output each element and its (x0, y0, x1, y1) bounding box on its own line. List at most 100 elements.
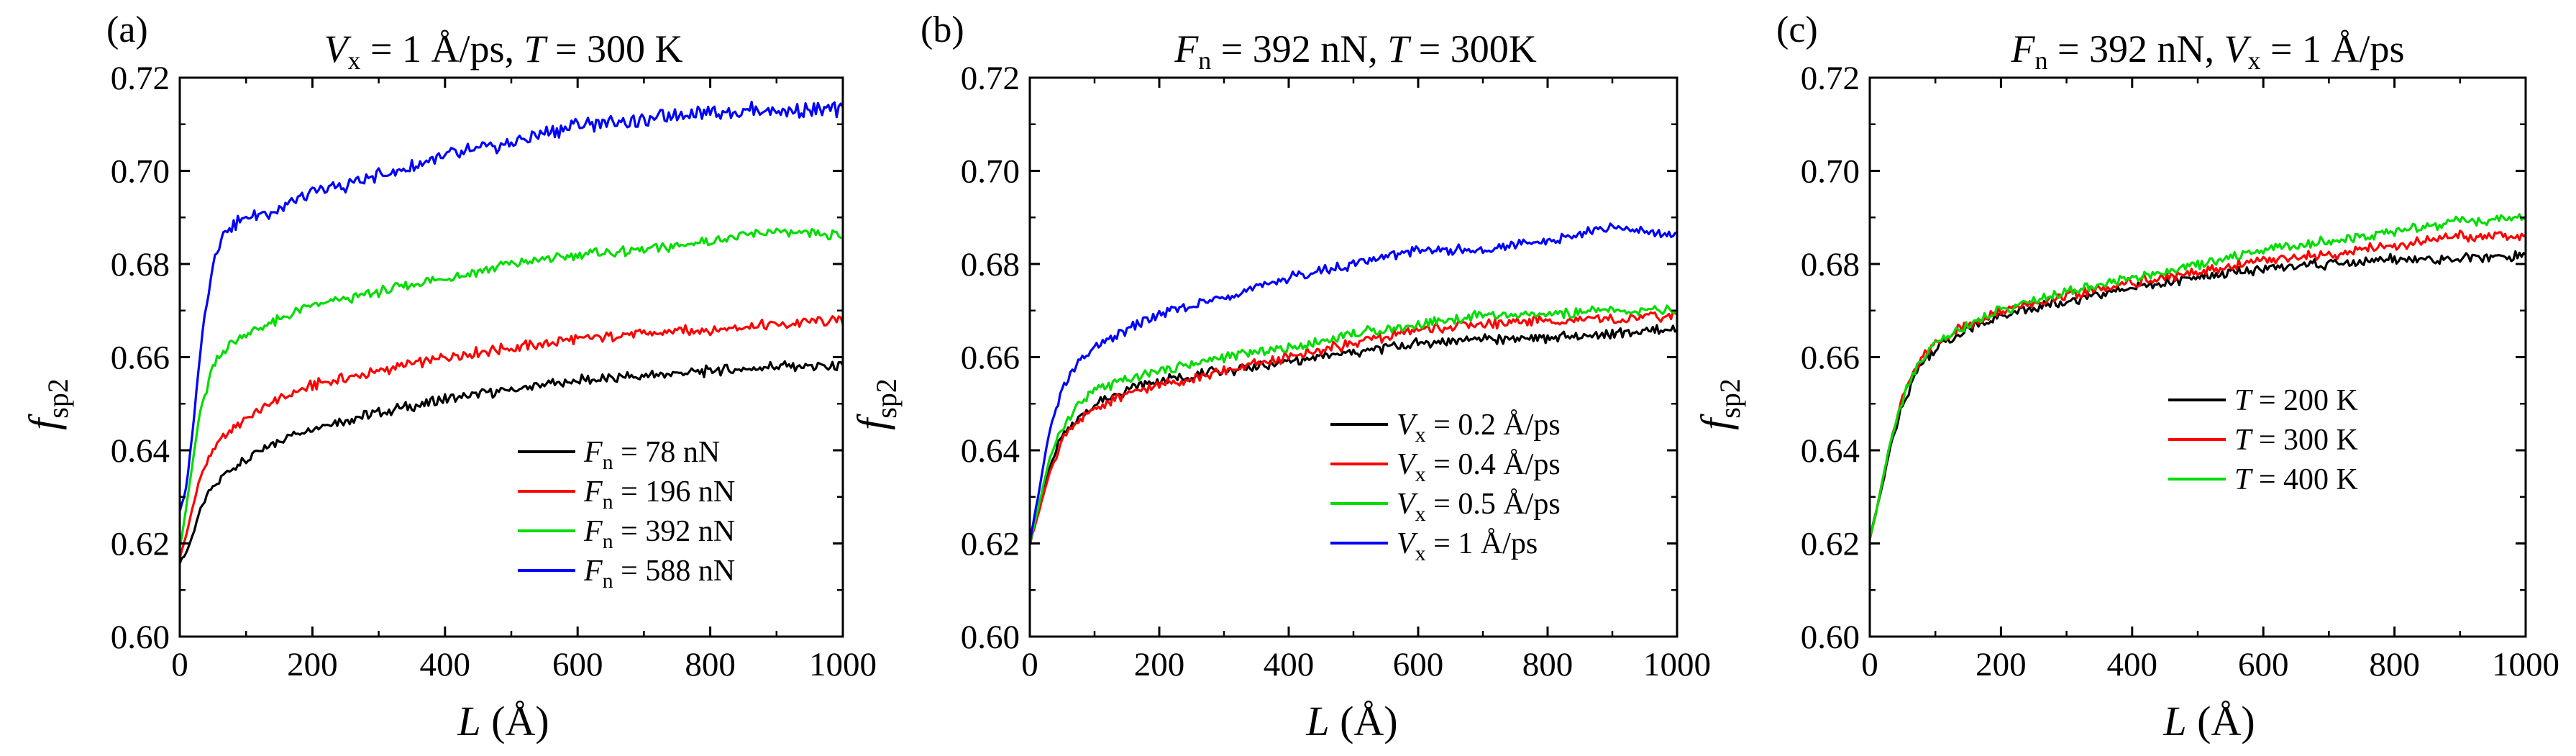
panel-a-title-var2: T (524, 27, 548, 70)
panel-c-title-var1-sub: n (2035, 46, 2048, 75)
panel-c-y-tick-label: 0.68 (1801, 246, 1860, 283)
panel-a-x-tick-label: 600 (552, 646, 603, 683)
panel-a-xlabel-main: L (457, 698, 480, 744)
panel-c-x-tick-label: 400 (2107, 646, 2158, 683)
panel-c-x-axis-label: L (Å) (2162, 698, 2255, 744)
panel-b-x-tick-label: 0 (1021, 646, 1038, 683)
panel-a-x-tick-label: 200 (287, 646, 338, 683)
panel-b-x-tick-label: 200 (1134, 646, 1185, 683)
panel-c-title-var1: F (2011, 27, 2036, 70)
panel-b-legend-label-1: Vx = 0.2 Å/ps (1397, 409, 1561, 447)
panel-b-series-4-line (1028, 222, 1678, 544)
panel-c-series-1-line (1868, 250, 2527, 540)
panel-a-title-part1: = 1 Å/ps, (361, 27, 524, 70)
panel-c-y-tick-label: 0.70 (1801, 153, 1860, 191)
panel-c-title: Fn = 392 nN, Vx = 1 Å/ps (2011, 27, 2405, 75)
panel-c-y-tick-label: 0.62 (1801, 526, 1860, 563)
panel-a-y-tick-label: 0.66 (111, 340, 170, 377)
panel-a-x-tick-label: 800 (685, 646, 736, 683)
panel-c-label: (c) (1776, 9, 1818, 50)
panel-a-y-tick-label: 0.64 (111, 432, 170, 470)
panel-c-ylabel-sub: sp2 (1714, 378, 1746, 419)
panel-b-axes-frame (1028, 76, 1678, 638)
panel-a-legend-label-3: Fn = 392 nN (583, 515, 735, 553)
panel-a-series-2-line (178, 315, 844, 559)
panel-c-title-part1: = 392 nN, (2048, 27, 2224, 70)
panel-c-y-tick-label: 0.66 (1801, 340, 1860, 377)
panel-c-title-var2-sub: x (2247, 46, 2260, 75)
panel-c-y-tick-label: 0.64 (1801, 432, 1860, 470)
panel-a-title-var1: V (324, 27, 352, 70)
panel-a-title-part2: = 300 K (546, 27, 683, 70)
panel-c-x-tick-label: 800 (2369, 646, 2420, 683)
panel-b-series-1-line (1028, 324, 1678, 545)
panel-b-y-tick-label: 0.72 (961, 60, 1020, 97)
panel-c-x-tick-label: 1000 (2492, 646, 2559, 683)
panel-a-x-tick-label: 400 (420, 646, 471, 683)
panel-c-title-var2: V (2224, 27, 2252, 70)
panel-a-series-4-line (178, 101, 844, 512)
panel-a-plot-area: 0 200 400 600 800 1000 0.60 0.62 0.64 0.66 0.68 0.7… (111, 60, 877, 683)
panel-b: (b) Fn = 392 nN, T = 300K fsp2 L (Å) 0 20… (849, 9, 1711, 744)
panel-a-series-3-line (178, 227, 844, 550)
panel-b-y-tick-label: 0.60 (961, 619, 1020, 656)
panel-b-xlabel-main: L (1305, 698, 1329, 744)
panel-c-y-tick-label: 0.60 (1801, 619, 1860, 656)
panel-b-series-3-line (1028, 304, 1678, 543)
panel-a-y-tick-label: 0.70 (111, 153, 170, 191)
panel-a-ylabel-sub: sp2 (42, 378, 74, 419)
panel-a-y-tick-label: 0.72 (111, 60, 170, 97)
panel-b-xlabel-rest: (Å) (1330, 698, 1398, 744)
panel-c-series-3-line (1868, 213, 2527, 538)
panel-a-xlabel-rest: (Å) (481, 698, 549, 744)
panel-a-y-tick-label: 0.68 (111, 246, 170, 283)
panel-c-x-tick-label: 600 (2238, 646, 2289, 683)
panel-b-x-axis-label: L (Å) (1305, 698, 1397, 744)
panel-b-title: Fn = 392 nN, T = 300K (1174, 27, 1536, 75)
panel-b-plot-area: 0 200 400 600 800 1000 0.60 0.62 0.64 0.66 0.68 0.7… (961, 60, 1711, 683)
panel-b-title-var2: T (1387, 27, 1412, 70)
panel-a-legend-label-4: Fn = 588 nN (583, 555, 735, 593)
panel-b-title-var1: F (1174, 27, 1199, 70)
panel-b-title-var1-sub: n (1198, 46, 1211, 75)
panel-b-title-part1: = 392 nN, (1211, 27, 1387, 70)
panel-a-legend-label-2: Fn = 196 nN (583, 475, 735, 514)
panel-a-label: (a) (106, 9, 148, 50)
panel-a-legend-label-1: Fn = 78 nN (583, 436, 720, 474)
panel-c-legend-label-3: T = 400 K (2234, 463, 2358, 496)
panel-b-legend-label-2: Vx = 0.4 Å/ps (1397, 448, 1561, 486)
panel-b-y-tick-label: 0.64 (961, 432, 1020, 470)
panel-b-y-tick-label: 0.68 (961, 246, 1020, 283)
panel-c: (c) Fn = 392 nN, Vx = 1 Å/ps fsp2 L (Å) … (1692, 9, 2559, 744)
panel-a-x-axis-label: L (Å) (457, 698, 549, 744)
svg-text:fsp2: fsp2 (849, 378, 903, 430)
panel-c-y-axis-label: fsp2 (1692, 378, 1746, 430)
panel-b-x-tick-label: 600 (1393, 646, 1444, 683)
panel-c-x-tick-label: 200 (1976, 646, 2027, 683)
panel-a-title: Vx = 1 Å/ps, T = 300 K (324, 27, 683, 75)
panel-b-title-part2: = 300K (1409, 27, 1536, 70)
panel-a-axes-frame (178, 76, 844, 638)
panel-b-series-2-line (1028, 310, 1678, 545)
panel-a-y-tick-label: 0.60 (111, 619, 170, 656)
panel-a-y-tick-label: 0.62 (111, 526, 170, 563)
panel-b-x-tick-label: 400 (1264, 646, 1315, 683)
panel-b-x-tick-label: 800 (1522, 646, 1574, 683)
panel-c-x-tick-label: 0 (1861, 646, 1878, 683)
panel-b-legend-label-3: Vx = 0.5 Å/ps (1397, 488, 1561, 526)
panel-a-title-var1-sub: x (348, 46, 361, 75)
panel-c-axes-frame (1868, 76, 2527, 638)
svg-text:fsp2: fsp2 (20, 378, 74, 430)
panel-c-y-tick-label: 0.72 (1801, 60, 1860, 97)
svg-text:fsp2: fsp2 (1692, 378, 1746, 430)
panel-b-y-tick-label: 0.62 (961, 526, 1020, 563)
panel-b-y-tick-label: 0.66 (961, 340, 1020, 377)
panel-b-y-tick-label: 0.70 (961, 153, 1020, 191)
panel-a: (a) Vx = 1 Å/ps, T = 300 K fsp2 L (Å) 0 2… (20, 9, 877, 744)
panel-a-x-tick-label: 0 (171, 646, 188, 683)
panel-a-y-axis-label: fsp2 (20, 378, 74, 430)
panel-a-x-tick-label: 1000 (809, 646, 877, 683)
panel-b-ylabel-sub: sp2 (870, 378, 903, 419)
panel-b-y-axis-label: fsp2 (849, 378, 903, 430)
